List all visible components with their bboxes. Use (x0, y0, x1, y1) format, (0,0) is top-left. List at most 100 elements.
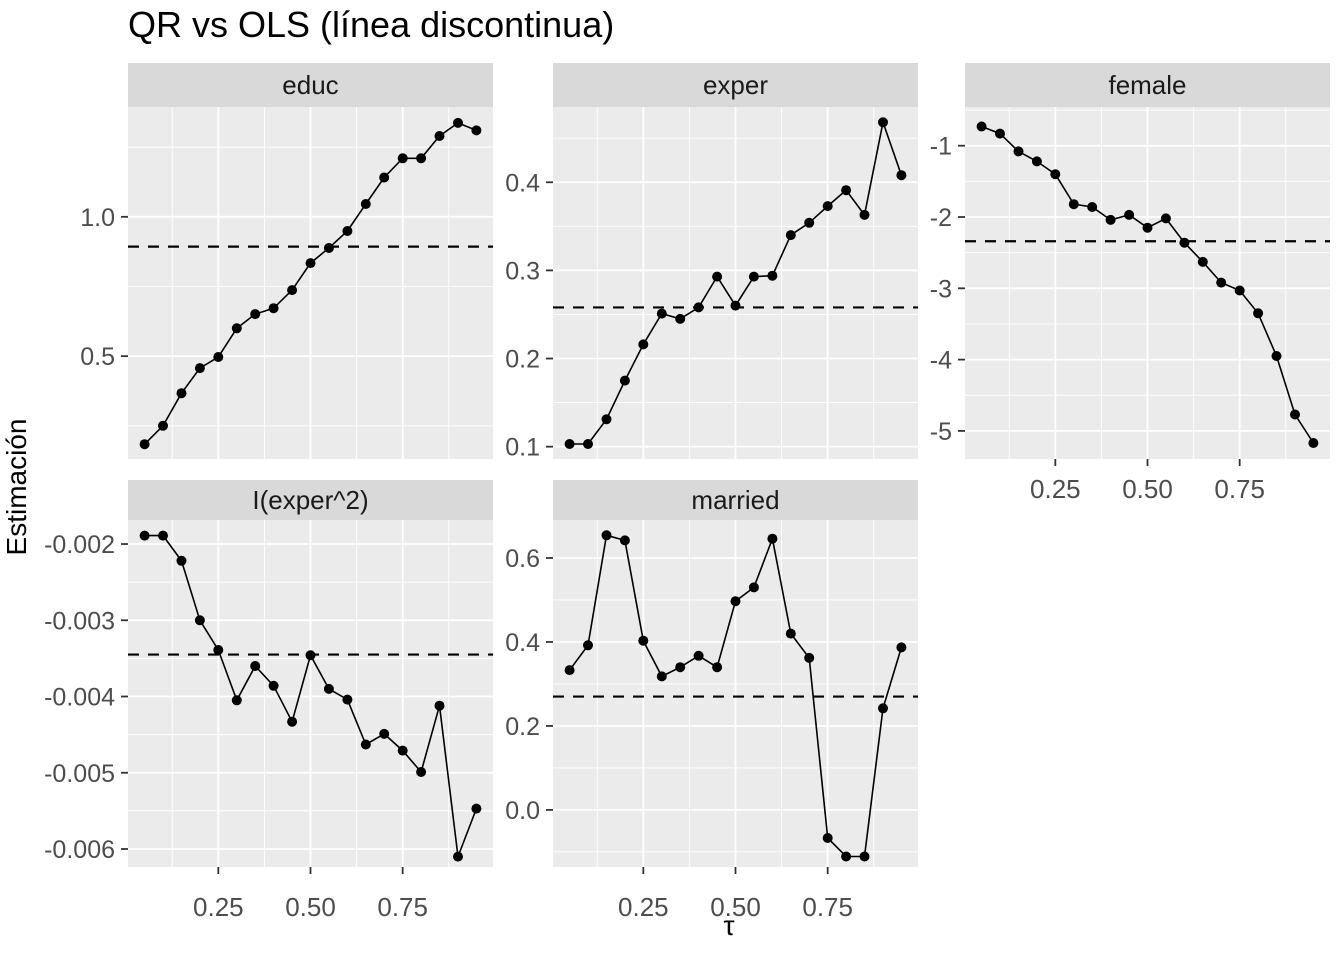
y-axis-title: Estimación (1, 418, 32, 556)
y-tick-label: 0.1 (505, 434, 540, 462)
data-point (712, 662, 723, 673)
data-point (896, 642, 907, 653)
panel-area-educ: 0.5 1.0 (80, 107, 493, 459)
data-point (583, 439, 593, 449)
data-point (841, 851, 852, 862)
data-point (268, 303, 279, 314)
data-point (656, 308, 667, 319)
facet-married: married 0.0 0.2 0.4 0.6 0.25 0.50 0.75 (468, 480, 924, 922)
data-point (804, 652, 815, 663)
data-point (1216, 277, 1227, 288)
data-point (434, 700, 445, 711)
qr-points (139, 530, 482, 862)
data-point (730, 300, 741, 311)
grid-major (553, 520, 918, 867)
y-tick-label: 0.4 (505, 169, 540, 197)
y-axis: -0.002 -0.003 -0.004 -0.005 -0.006 (44, 531, 128, 864)
data-point (176, 555, 187, 566)
y-axis: 0.5 1.0 (80, 204, 128, 371)
data-point (564, 439, 575, 449)
data-point (434, 131, 445, 141)
y-tick-label: -0.002 (44, 531, 115, 559)
data-point (471, 125, 482, 136)
data-point (976, 121, 987, 132)
x-tick-label: 0.25 (193, 892, 244, 922)
y-tick-label: 0.5 (80, 343, 115, 371)
data-point (859, 851, 870, 862)
facet-strip-exper: exper (553, 63, 918, 107)
qr-points (139, 117, 482, 450)
x-tick-label: 0.50 (1122, 474, 1173, 504)
data-point (878, 117, 888, 128)
grid-major (128, 520, 493, 867)
data-point (1271, 351, 1282, 361)
facet-panel-female: -1 -2 -3 -4 -5 0.25 0.50 0.75 (930, 107, 1330, 504)
data-point (139, 530, 150, 541)
facet-strip-female: female (965, 63, 1330, 107)
y-tick-label: -5 (930, 418, 952, 446)
facet-strip-educ: educ (128, 63, 493, 107)
y-tick-label: -3 (930, 275, 952, 303)
data-point (323, 683, 334, 694)
facet-panel-married: 0.0 0.2 0.4 0.6 0.25 0.50 0.75 (505, 520, 918, 922)
data-point (194, 615, 205, 626)
data-point (1068, 199, 1079, 210)
y-tick-label: 0.3 (505, 257, 540, 285)
y-tick-label: 0.2 (505, 713, 540, 741)
data-point (416, 767, 427, 777)
data-point (785, 628, 796, 639)
data-point (453, 851, 463, 862)
data-point (397, 153, 408, 164)
data-point (1050, 169, 1061, 180)
data-point (213, 645, 224, 655)
data-point (1087, 202, 1098, 212)
x-tick-label: 0.50 (710, 892, 761, 922)
y-tick-label: 0.4 (505, 629, 540, 657)
panel-area-exper: 0.1 0.2 0.3 0.4 (505, 107, 918, 462)
y-axis: 0.0 0.2 0.4 0.6 (505, 545, 553, 825)
qr-points (564, 530, 907, 862)
data-point (859, 209, 870, 220)
plot-title: QR vs OLS (línea discontinua) (128, 4, 615, 45)
y-axis: -1 -2 -3 -4 -5 (930, 133, 965, 446)
facet-strip-label: married (691, 484, 780, 515)
data-point (342, 226, 353, 236)
facet-exper: exper 0.1 0.2 0.3 0.4 (468, 63, 924, 514)
data-point (1179, 237, 1190, 248)
data-point (213, 352, 224, 362)
x-tick-label: 0.25 (618, 892, 669, 922)
data-point (360, 739, 371, 750)
data-point (158, 530, 168, 541)
x-tick-label: 0.75 (802, 892, 853, 922)
data-point (379, 728, 390, 739)
data-point (675, 662, 686, 673)
x-tick-label: 0.75 (377, 892, 428, 922)
data-point (1124, 209, 1135, 220)
data-point (583, 640, 593, 651)
data-point (564, 665, 575, 676)
y-tick-label: -0.003 (44, 607, 115, 635)
grid-minor (553, 107, 918, 459)
data-point (878, 703, 888, 714)
x-tick-label: 0.25 (1030, 474, 1081, 504)
facet-panel-educ: 0.5 1.0 (80, 107, 493, 459)
facet-strip-exper2: I(exper^2) (128, 480, 493, 520)
data-point (638, 635, 649, 646)
facet-strip-label: exper (702, 69, 769, 100)
y-tick-label: -1 (930, 133, 952, 161)
facet-exper2: I(exper^2) -0.002 -0.003 -0.004 -0.005 -0.006… (43, 480, 499, 922)
qr-points (976, 121, 1319, 448)
data-point (841, 185, 852, 196)
data-point (1142, 222, 1153, 233)
data-point (194, 363, 205, 374)
data-point (287, 716, 298, 727)
data-point (693, 302, 704, 313)
x-tick-label: 0.75 (1214, 474, 1265, 504)
x-axis: 0.25 0.50 0.75 (193, 867, 428, 922)
data-point (675, 313, 686, 324)
facet-strip-label: I(exper^2) (252, 484, 369, 515)
data-point (379, 172, 390, 183)
y-tick-label: 0.6 (505, 545, 540, 573)
